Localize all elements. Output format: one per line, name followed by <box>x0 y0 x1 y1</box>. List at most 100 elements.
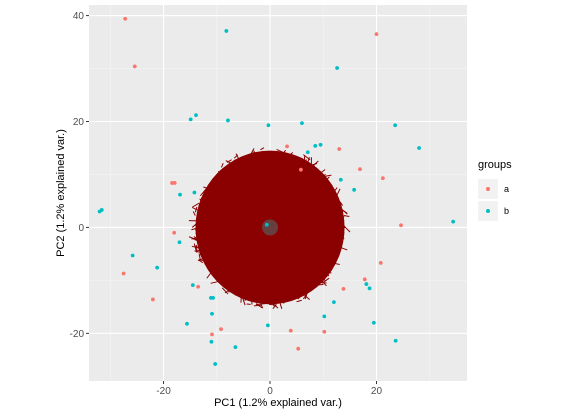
loading-arrow-mark <box>235 153 241 163</box>
x-tick-label: 0 <box>267 386 273 397</box>
loading-arrow-mark <box>336 216 345 220</box>
loading-arrow-mark <box>296 291 299 297</box>
loading-arrow-mark <box>195 231 203 234</box>
loading-arrow-mark <box>291 156 296 160</box>
loading-arrow-mark <box>197 213 203 216</box>
loading-arrow-mark <box>201 242 204 249</box>
loading-arrow-mark <box>208 258 213 266</box>
data-point-a <box>196 284 201 289</box>
loading-arrow-mark <box>247 153 252 158</box>
loading-arrow-mark <box>328 259 332 265</box>
loading-arrow-mark <box>249 158 253 164</box>
x-tick-label: 20 <box>371 386 383 397</box>
loading-arrow-mark <box>297 294 303 300</box>
loading-arrow-mark <box>325 174 332 177</box>
y-tick-label: 20 <box>73 117 85 128</box>
loading-arrow-mark <box>191 236 199 240</box>
loading-arrow-mark <box>250 148 255 154</box>
loading-arrow-mark <box>198 253 201 261</box>
data-point-a <box>399 223 403 228</box>
loading-arrow-mark <box>335 188 341 197</box>
loading-arrow-mark <box>210 183 217 192</box>
loading-arrow-mark <box>279 302 283 309</box>
loading-arrow-mark <box>234 290 238 296</box>
loading-arrow-mark <box>274 296 280 302</box>
loading-arrow-mark <box>339 201 344 206</box>
loading-arrow-mark <box>220 163 224 168</box>
loading-arrow-mark <box>221 287 229 295</box>
loading-arrow-mark <box>319 169 326 174</box>
loading-arrow-mark <box>335 216 338 221</box>
legend-swatch-b <box>486 209 490 213</box>
loading-arrow-mark <box>206 256 212 259</box>
loading-arrow-mark <box>198 258 208 263</box>
loading-arrow-mark <box>273 298 276 307</box>
loading-arrow-mark <box>253 150 257 156</box>
loading-arrow-mark <box>192 202 200 208</box>
data-point-a <box>296 346 301 351</box>
y-axis-title: PC2 (1.2% explained var.) <box>55 129 67 257</box>
legend-swatch-a <box>486 187 490 191</box>
data-point-b <box>224 29 229 33</box>
loading-arrow-mark <box>307 170 312 173</box>
loading-arrow-mark <box>256 299 260 304</box>
loading-arrow-mark <box>218 173 225 175</box>
loading-arrow-mark <box>217 171 227 175</box>
data-point-b <box>188 117 193 122</box>
loading-arrow-mark <box>318 275 325 279</box>
loading-arrow-mark <box>199 208 205 214</box>
y-tick-label: 40 <box>73 11 85 22</box>
data-point-a <box>121 271 126 276</box>
data-point-a <box>219 327 223 332</box>
loading-arrow-mark <box>198 216 204 220</box>
loading-arrow-mark <box>331 187 338 195</box>
data-point-b <box>185 321 189 326</box>
loading-arrow-mark <box>331 189 336 199</box>
loading-arrow-mark <box>331 203 336 209</box>
loading-arrow-mark <box>235 159 241 168</box>
loading-arrow-mark <box>222 170 225 180</box>
loading-arrow-mark <box>337 235 343 243</box>
loading-arrow-mark <box>295 288 306 291</box>
data-points <box>97 16 456 366</box>
loading-arrow-mark <box>259 151 269 156</box>
data-point-b <box>332 300 336 304</box>
loading-arrow-mark <box>194 222 202 231</box>
loading-arrow-mark <box>192 211 196 216</box>
loading-arrow-mark <box>317 275 327 282</box>
loading-arrow-mark <box>311 280 320 285</box>
data-point-b <box>130 253 135 258</box>
loading-arrow-mark <box>191 245 200 249</box>
data-point-a <box>322 329 327 334</box>
loading-arrow-mark <box>230 168 235 172</box>
loading-arrow-mark <box>204 263 210 267</box>
loading-arrow-mark <box>216 175 224 180</box>
data-point-a <box>378 261 383 265</box>
loading-arrow-mark <box>210 280 220 284</box>
data-point-b <box>194 113 198 118</box>
data-point-b <box>352 187 357 192</box>
loading-arrow-mark <box>336 231 345 234</box>
data-point-a <box>337 147 342 151</box>
data-point-a <box>172 181 177 185</box>
loading-arrow-mark <box>242 297 246 306</box>
loading-arrow-mark <box>311 160 319 168</box>
loading-arrow-mark <box>284 157 290 164</box>
loading-arrow-mark <box>204 201 209 208</box>
loading-arrow-mark <box>194 250 201 254</box>
loading-arrow-mark <box>280 296 284 302</box>
loading-arrow-mark <box>313 164 317 174</box>
data-point-a <box>298 167 303 172</box>
loading-arrow-mark <box>259 296 268 301</box>
data-point-a <box>288 328 293 333</box>
loading-arrow-mark <box>306 157 310 166</box>
loading-arrow-mark <box>225 160 231 164</box>
loading-arrow-mark <box>194 206 198 213</box>
loading-arrow-mark <box>209 266 216 269</box>
loading-arrow-mark <box>191 226 200 231</box>
data-point-a <box>380 176 385 181</box>
data-point-b <box>364 282 369 286</box>
data-point-a <box>210 332 214 337</box>
data-point-b <box>367 286 372 291</box>
